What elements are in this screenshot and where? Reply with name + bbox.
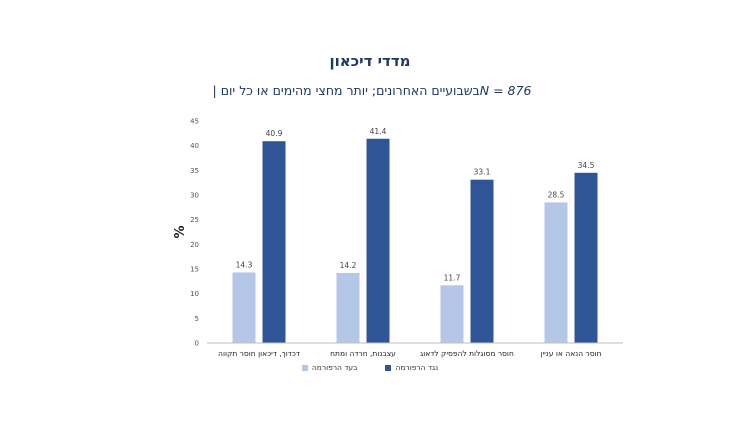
data-label: 14.3 xyxy=(236,260,253,269)
y-tick-label: 5 xyxy=(195,315,199,323)
bar xyxy=(440,285,464,343)
category-label: חוסר הנאה או עניין xyxy=(540,349,601,358)
bar xyxy=(336,272,360,343)
y-tick-label: 35 xyxy=(190,167,199,175)
bars: 14.3 40.9 14.2 41.4 11.7 33.1 28.5 34.5 xyxy=(232,127,598,343)
chart-title: מדדי דיכאון xyxy=(329,52,411,70)
y-tick-label: 25 xyxy=(190,216,199,224)
y-tick-label: 10 xyxy=(190,290,199,298)
legend-swatch xyxy=(301,364,308,371)
legend-swatch xyxy=(385,364,392,371)
y-tick-label: 45 xyxy=(190,118,199,126)
y-tick-label: 15 xyxy=(190,266,199,274)
legend-item: נגד הרפורמה xyxy=(385,363,438,372)
legend: בעד הרפורמה נגד הרפורמה xyxy=(0,363,740,372)
data-label: 28.5 xyxy=(548,190,565,199)
bar xyxy=(366,138,390,343)
data-label: 41.4 xyxy=(370,127,387,136)
data-label: 33.1 xyxy=(474,168,491,177)
bar xyxy=(544,202,568,343)
category-label: חוסר מסוגלות להפסיק לדאוג xyxy=(420,349,514,358)
bar xyxy=(232,272,256,343)
legend-label: בעד הרפורמה xyxy=(311,363,358,372)
category-label: דכדוך, דיכאון חוסר תקווה xyxy=(218,349,300,358)
subtitle-text: בשבועיים האחרונים; יותר מחצי מהימים או כ… xyxy=(208,83,480,98)
data-label: 34.5 xyxy=(578,161,595,170)
y-tick-label: 30 xyxy=(190,192,199,200)
legend-item: בעד הרפורמה xyxy=(301,363,358,372)
y-tick-label: 40 xyxy=(190,142,199,150)
category-label: עצבנות, חרדה ומתח xyxy=(330,349,396,358)
bar xyxy=(574,172,598,343)
y-tick-label: 20 xyxy=(190,241,199,249)
data-label: 11.7 xyxy=(444,273,461,282)
y-axis: 0 5 10 15 20 25 30 35 40 45 xyxy=(190,118,199,348)
y-axis-label: % xyxy=(173,225,188,238)
data-label: 40.9 xyxy=(266,129,283,138)
chart-subtitle: בשבועיים האחרונים; יותר מחצי מהימים או כ… xyxy=(0,83,740,98)
subtitle-n: N = 876 xyxy=(479,83,532,98)
y-tick-label: 0 xyxy=(195,340,199,348)
bar xyxy=(262,141,286,343)
bar xyxy=(470,179,494,343)
category-labels: דכדוך, דיכאון חוסר תקווה עצבנות, חרדה ומת… xyxy=(218,349,602,358)
data-label: 14.2 xyxy=(340,261,357,270)
legend-label: נגד הרפורמה xyxy=(395,363,439,372)
